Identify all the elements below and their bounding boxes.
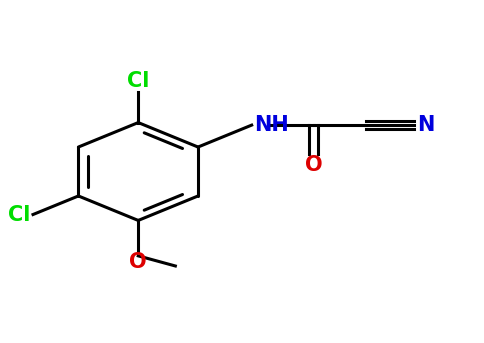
Text: N: N bbox=[418, 115, 435, 135]
Text: Cl: Cl bbox=[8, 204, 30, 225]
Text: O: O bbox=[129, 252, 147, 272]
Text: Cl: Cl bbox=[127, 71, 150, 91]
Text: O: O bbox=[305, 155, 322, 176]
Text: NH: NH bbox=[254, 115, 289, 135]
